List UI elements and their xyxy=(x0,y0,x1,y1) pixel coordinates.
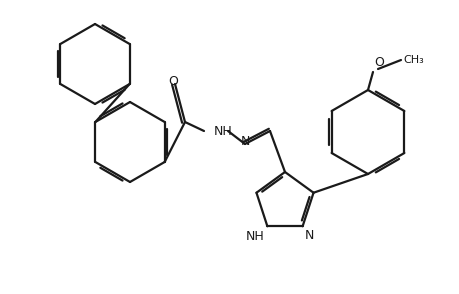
Text: O: O xyxy=(168,75,178,88)
Text: N: N xyxy=(305,229,314,242)
Text: CH₃: CH₃ xyxy=(403,55,424,65)
Text: NH: NH xyxy=(246,230,264,243)
Text: NH: NH xyxy=(214,124,233,138)
Text: O: O xyxy=(374,56,384,69)
Text: N: N xyxy=(241,135,250,148)
